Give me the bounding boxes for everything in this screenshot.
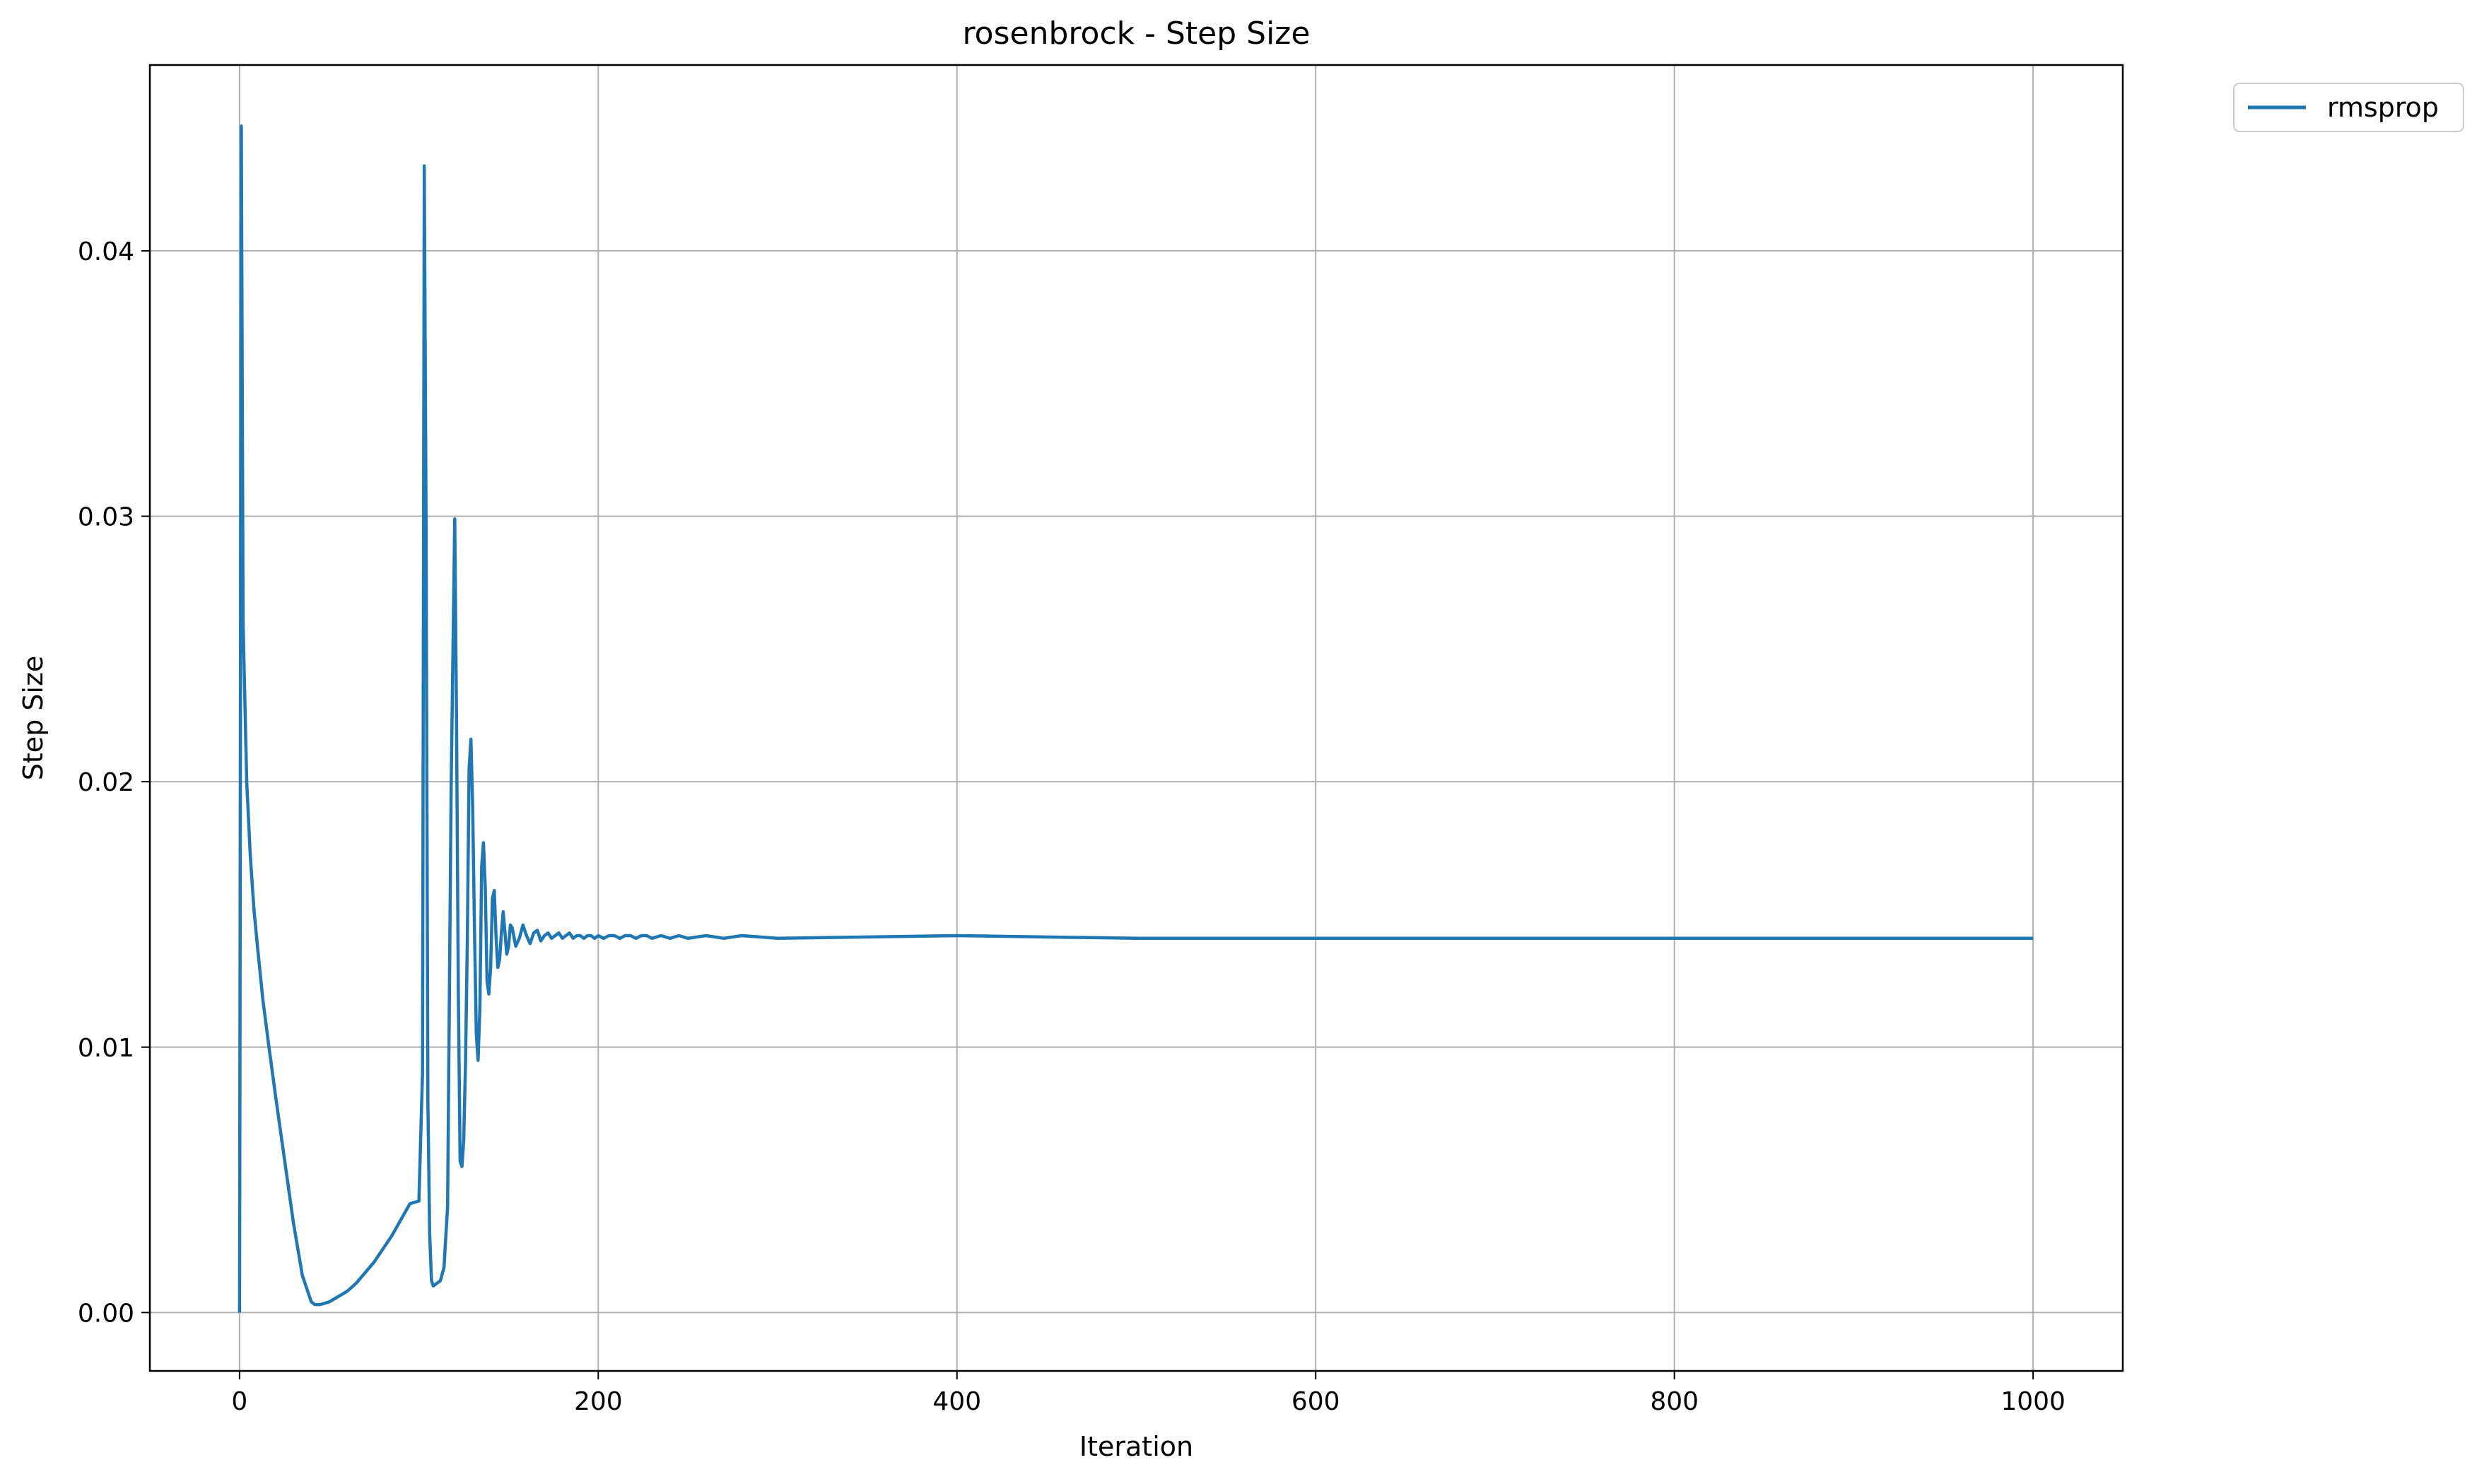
plot-frame xyxy=(148,64,2124,1372)
legend-box xyxy=(2233,83,2464,132)
x-tick-label: 600 xyxy=(1291,1387,1340,1416)
x-tick-label: 200 xyxy=(574,1387,623,1416)
tick-layer: 0 200 400 600 800 1000 0.00 0.01 0.02 0.03 0.04 xyxy=(78,237,2066,1416)
x-tick-label: 800 xyxy=(1650,1387,1699,1416)
y-tick-label: 0.02 xyxy=(78,768,134,797)
y-tick-label: 0.01 xyxy=(78,1034,134,1063)
legend: rmsprop xyxy=(2233,83,2464,132)
y-tick-label: 0.03 xyxy=(78,503,134,532)
x-tick-label: 0 xyxy=(231,1387,247,1416)
chart-title: rosenbrock - Step Size xyxy=(963,16,1311,52)
y-tick-label: 0.04 xyxy=(78,237,134,266)
legend-label-rmsprop: rmsprop xyxy=(2327,92,2439,123)
x-tick-label: 400 xyxy=(932,1387,981,1416)
series-line-rmsprop xyxy=(238,124,2034,1313)
y-axis-label: Step Size xyxy=(18,656,49,781)
y-tick-label: 0.00 xyxy=(78,1299,134,1328)
x-tick-label: 1000 xyxy=(2000,1387,2066,1416)
series-layer xyxy=(238,124,2034,1313)
x-axis-label: Iteration xyxy=(1079,1431,1193,1462)
